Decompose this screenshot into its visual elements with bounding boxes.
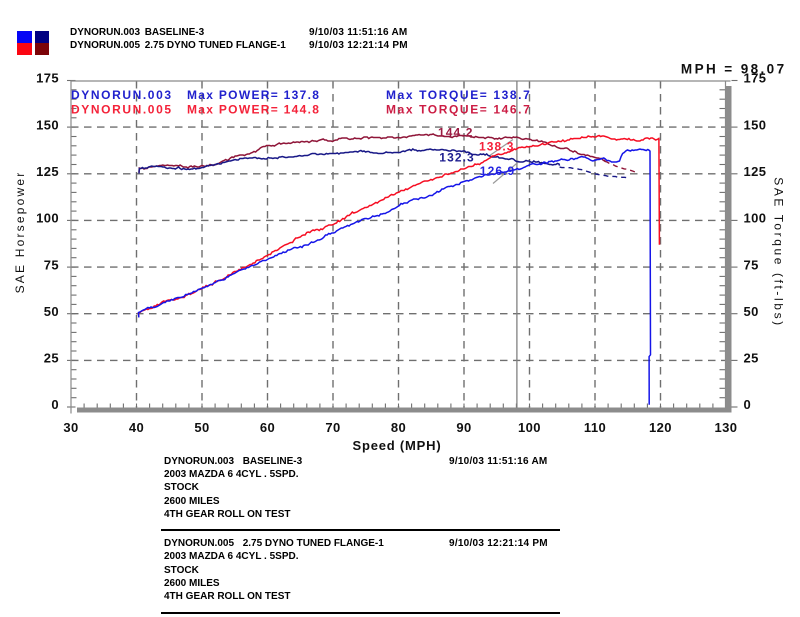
svg-text:Max TORQUE= 146.7: Max TORQUE= 146.7	[386, 103, 531, 117]
svg-text:90: 90	[456, 420, 471, 435]
svg-text:132.3: 132.3	[439, 150, 475, 164]
svg-text:DYNORUN.005: DYNORUN.005	[71, 103, 173, 117]
svg-text:Max POWER= 144.8: Max POWER= 144.8	[187, 103, 320, 117]
svg-text:120: 120	[649, 420, 672, 435]
svg-text:110: 110	[584, 420, 606, 435]
svg-text:SAE Horsepower: SAE Horsepower	[13, 171, 27, 294]
svg-text:DYNORUN.003: DYNORUN.003	[71, 88, 173, 102]
svg-text:25: 25	[44, 351, 59, 366]
svg-text:50: 50	[744, 304, 759, 319]
svg-text:Max TORQUE= 138.7: Max TORQUE= 138.7	[386, 88, 531, 102]
svg-text:125: 125	[36, 164, 59, 179]
svg-text:40: 40	[129, 420, 144, 435]
svg-text:60: 60	[260, 420, 275, 435]
svg-text:150: 150	[36, 117, 59, 132]
svg-text:138.3: 138.3	[479, 140, 515, 154]
svg-text:75: 75	[44, 257, 59, 272]
svg-text:75: 75	[744, 257, 759, 272]
svg-text:80: 80	[391, 420, 406, 435]
svg-text:144.2: 144.2	[438, 126, 474, 140]
svg-text:175: 175	[36, 71, 59, 86]
svg-text:50: 50	[194, 420, 209, 435]
svg-text:126.9: 126.9	[480, 164, 516, 178]
svg-text:Max POWER= 137.8: Max POWER= 137.8	[187, 88, 320, 102]
svg-text:25: 25	[744, 351, 759, 366]
svg-text:Speed (MPH): Speed (MPH)	[353, 438, 442, 453]
svg-text:0: 0	[744, 397, 752, 412]
svg-text:150: 150	[744, 117, 767, 132]
svg-text:125: 125	[744, 164, 767, 179]
svg-text:70: 70	[325, 420, 340, 435]
svg-text:30: 30	[63, 420, 78, 435]
svg-text:100: 100	[36, 211, 59, 226]
svg-text:0: 0	[51, 397, 59, 412]
svg-text:100: 100	[518, 420, 541, 435]
svg-text:SAE Torque (ft-lbs): SAE Torque (ft-lbs)	[772, 177, 786, 328]
svg-text:175: 175	[744, 71, 767, 86]
svg-text:100: 100	[744, 211, 767, 226]
svg-text:130: 130	[715, 420, 738, 435]
svg-text:MPH = 98.07: MPH = 98.07	[681, 62, 787, 77]
svg-text:50: 50	[44, 304, 59, 319]
